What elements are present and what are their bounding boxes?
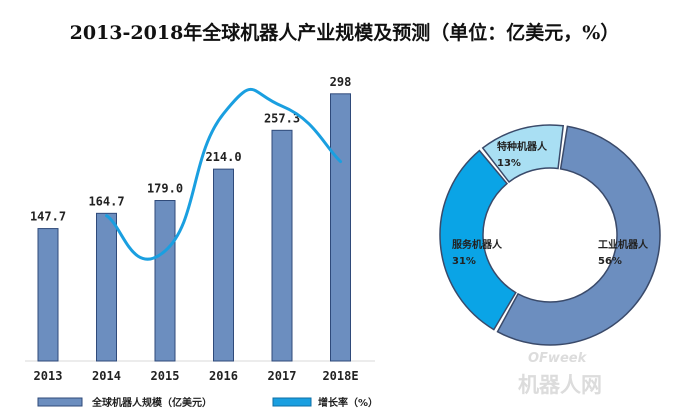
- bar-value-label: 179.0: [147, 182, 183, 196]
- legend-label-bars: 全球机器人规模（亿美元）: [91, 396, 212, 409]
- x-tick-label: 2013: [34, 369, 63, 383]
- bar-value-label: 214.0: [205, 150, 241, 164]
- donut-chart: [439, 124, 661, 346]
- chart-title: 2013-2018年全球机器人产业规模及预测（单位：亿美元，%）: [69, 22, 620, 44]
- bar-2016: [213, 168, 234, 362]
- legend-swatch-line: [272, 397, 312, 407]
- slice-name-label: 工业机器人: [598, 238, 649, 251]
- bar-value-label: 257.3: [264, 111, 300, 125]
- x-tick-label: 2015: [151, 369, 180, 383]
- x-tick-label: 2016: [209, 369, 238, 383]
- bar-2015: [154, 200, 176, 362]
- bar-2018E: [330, 93, 351, 362]
- x-tick-label: 2018E: [322, 369, 358, 383]
- slice-label-group: 工业机器人 56% 服务机器人 31% 特种机器人 13%: [452, 140, 649, 267]
- slice-value-label: 13%: [497, 158, 521, 169]
- x-tick-label: 2017: [268, 369, 297, 383]
- slice-value-label: 31%: [452, 256, 476, 267]
- donut-slice: [481, 124, 565, 184]
- watermark: OFweek 机器人网: [518, 351, 602, 397]
- x-tick-label: 2014: [92, 369, 121, 383]
- slice-value-label: 56%: [598, 256, 622, 267]
- donut-slice: [439, 149, 517, 331]
- bar-value-label: 147.7: [30, 210, 66, 224]
- bar-2014: [96, 212, 117, 362]
- slice-name-label: 特种机器人: [497, 140, 548, 153]
- x-tick-group: 2013 2014 2015 2016 2017 2018E: [34, 369, 359, 383]
- bar-value-label: 298: [330, 75, 352, 89]
- donut-slice: [496, 125, 661, 346]
- bar-value-label: 164.7: [88, 194, 124, 208]
- watermark-site: 机器人网: [518, 373, 602, 397]
- watermark-brand: OFweek: [528, 351, 588, 366]
- slice-name-label: 服务机器人: [452, 238, 503, 251]
- bar-2013: [37, 228, 59, 362]
- legend-swatch-bars: [37, 397, 83, 407]
- growth-rate-line: [105, 87, 342, 261]
- bar-2017: [271, 129, 293, 362]
- legend: 全球机器人规模（亿美元） 增长率（%）: [37, 396, 378, 409]
- bar-group: [37, 93, 351, 362]
- legend-label-line: 增长率（%）: [318, 396, 378, 409]
- bar-label-group: 147.7 164.7 179.0 214.0 257.3 298: [30, 75, 351, 224]
